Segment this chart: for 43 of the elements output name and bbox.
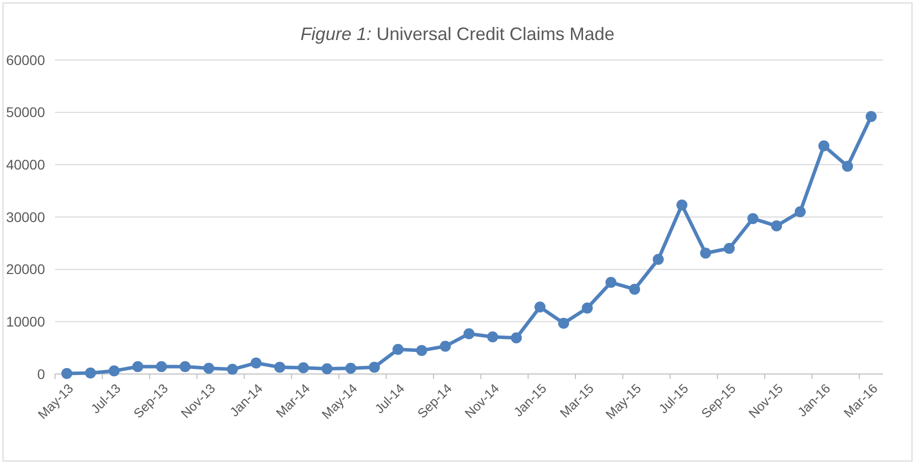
point bbox=[487, 331, 498, 342]
point bbox=[180, 361, 191, 372]
point bbox=[771, 220, 782, 232]
y-tick-label: 10000 bbox=[6, 314, 46, 330]
point bbox=[676, 199, 688, 210]
point bbox=[368, 362, 380, 373]
point bbox=[298, 362, 309, 374]
point bbox=[842, 160, 854, 172]
y-tick-label: 30000 bbox=[6, 208, 46, 225]
point bbox=[510, 332, 522, 344]
point bbox=[582, 302, 593, 314]
y-tick-label: 40000 bbox=[6, 156, 46, 173]
point bbox=[724, 242, 735, 254]
y-tick-label: 20000 bbox=[6, 261, 46, 278]
point bbox=[464, 328, 474, 340]
point bbox=[794, 206, 806, 218]
point bbox=[345, 362, 356, 374]
point bbox=[392, 344, 404, 355]
point bbox=[866, 111, 877, 122]
point bbox=[156, 361, 167, 372]
y-tick-label: 60000 bbox=[6, 52, 46, 68]
point bbox=[61, 368, 72, 379]
chart-title: Figure 1: Universal Credit Claims Made bbox=[300, 24, 615, 44]
point bbox=[322, 363, 333, 374]
point bbox=[747, 213, 758, 224]
y-tick-label: 0 bbox=[37, 366, 46, 382]
point bbox=[700, 248, 712, 259]
point bbox=[226, 364, 238, 375]
point bbox=[203, 362, 214, 374]
point bbox=[416, 344, 428, 356]
point bbox=[629, 284, 640, 295]
point bbox=[818, 140, 830, 152]
y-tick-label: 50000 bbox=[6, 104, 46, 120]
point bbox=[84, 367, 96, 378]
point bbox=[108, 365, 120, 376]
point bbox=[534, 302, 546, 313]
point bbox=[274, 362, 286, 373]
point bbox=[652, 254, 664, 265]
point bbox=[250, 358, 262, 369]
point bbox=[440, 340, 451, 352]
point bbox=[132, 361, 144, 372]
point bbox=[605, 276, 616, 288]
point bbox=[558, 318, 570, 329]
